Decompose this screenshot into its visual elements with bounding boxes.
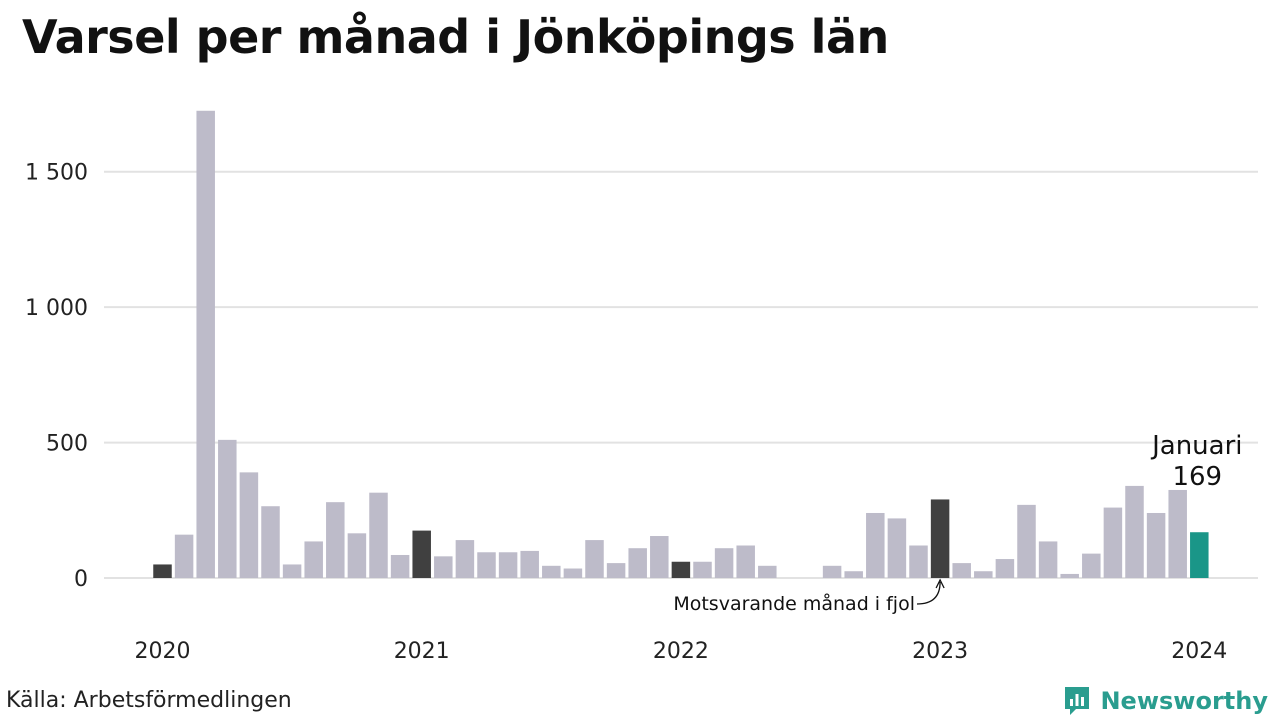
bar <box>455 540 475 578</box>
current-value-label: 169 <box>1172 462 1222 492</box>
bar <box>520 550 539 578</box>
bar-chart: 0 500 1 000 1 500 2020 2021 2022 2023 2024 Mots… <box>25 110 1258 664</box>
annotation-label: Motsvarande månad i fjol <box>673 592 915 615</box>
bar <box>261 506 280 578</box>
bars <box>153 110 1209 579</box>
bar <box>628 548 647 578</box>
bar <box>563 568 583 578</box>
y-tick-label: 0 <box>74 567 88 592</box>
bar <box>1082 553 1101 578</box>
bar <box>347 533 367 578</box>
bar <box>282 564 302 578</box>
source-note: Källa: Arbetsförmedlingen <box>6 688 292 713</box>
bar <box>930 499 950 578</box>
brand-logo[interactable]: Newsworthy <box>1062 684 1268 718</box>
bar <box>671 561 691 578</box>
bar <box>412 530 431 578</box>
bar <box>434 556 453 578</box>
chart-title: Varsel per månad i Jönköpings län <box>22 10 889 64</box>
y-tick-label: 1 500 <box>25 161 88 186</box>
current-month-label: Januari <box>1150 431 1242 461</box>
bar <box>390 554 410 578</box>
y-tick-label: 500 <box>46 432 88 457</box>
bar <box>369 492 388 578</box>
bar <box>174 534 194 578</box>
bar <box>909 545 928 578</box>
bar <box>326 502 345 578</box>
annotation-arrowhead <box>935 578 945 589</box>
bar <box>822 565 842 578</box>
bar <box>1125 485 1144 578</box>
x-tick-label: 2024 <box>1171 639 1227 664</box>
x-tick-label: 2022 <box>653 639 709 664</box>
bar <box>995 559 1015 578</box>
bar <box>585 540 604 578</box>
bar <box>974 571 993 578</box>
bar <box>844 571 863 578</box>
bar <box>498 552 518 578</box>
bar <box>1190 532 1209 578</box>
bar <box>304 541 323 578</box>
y-axis-ticks: 0 500 1 000 1 500 <box>25 161 88 592</box>
bar <box>887 518 907 578</box>
bar <box>196 110 215 579</box>
bar <box>606 563 626 578</box>
bar <box>866 512 885 578</box>
bar <box>153 564 172 578</box>
x-tick-label: 2021 <box>394 639 450 664</box>
bar <box>736 545 755 578</box>
bar <box>952 563 971 578</box>
bar <box>758 565 777 578</box>
chart-logo-icon <box>1065 687 1090 715</box>
brand-name: Newsworthy <box>1100 687 1268 715</box>
bar <box>1146 512 1166 578</box>
bar <box>1103 507 1123 578</box>
bar <box>218 439 237 578</box>
bar <box>477 552 496 578</box>
bar <box>239 472 259 578</box>
x-tick-label: 2020 <box>135 639 191 664</box>
bar <box>542 565 561 578</box>
bar <box>1038 541 1058 578</box>
bar <box>1060 573 1079 578</box>
bar <box>693 561 712 578</box>
bar <box>650 536 669 578</box>
bar <box>1168 489 1187 578</box>
bar <box>714 548 734 578</box>
bar <box>1017 504 1036 578</box>
x-tick-label: 2023 <box>912 639 968 664</box>
annotation-arrow <box>916 581 941 605</box>
x-axis-ticks: 2020 2021 2022 2023 2024 <box>135 639 1228 664</box>
y-tick-label: 1 000 <box>25 296 88 321</box>
